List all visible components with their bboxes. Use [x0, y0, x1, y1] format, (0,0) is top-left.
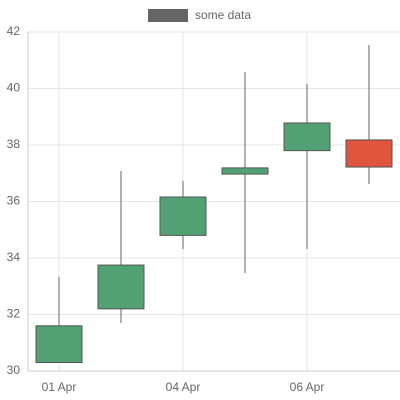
y-tick-label: 34 [7, 250, 21, 264]
legend-swatch [148, 9, 188, 22]
y-tick-label: 38 [7, 137, 21, 151]
candle-body [345, 139, 393, 168]
y-tick-label: 40 [7, 81, 21, 95]
candle-body [221, 167, 269, 175]
y-tick-label: 36 [7, 194, 21, 208]
y-tick-label: 32 [7, 307, 21, 321]
x-tick-label: 06 Apr [290, 380, 325, 394]
candle-body [97, 264, 145, 310]
legend-label: some data [195, 8, 251, 22]
candle-body [283, 122, 331, 152]
candle-body [159, 196, 207, 236]
x-tick-label: 04 Apr [166, 380, 201, 394]
y-tick-label: 30 [7, 363, 21, 377]
candle-body [35, 325, 83, 364]
y-tick-label: 42 [7, 24, 21, 38]
x-tick-label: 01 Apr [42, 380, 77, 394]
